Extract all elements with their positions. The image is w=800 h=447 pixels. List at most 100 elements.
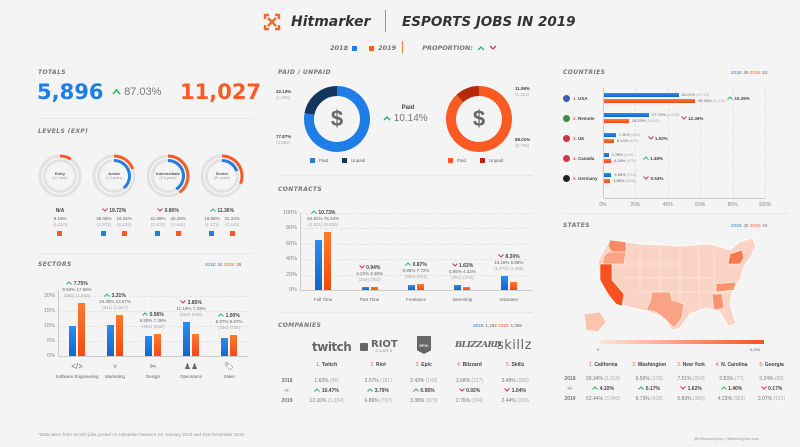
grid-line	[300, 274, 532, 276]
level-range: (0-1 year)	[52, 176, 68, 180]
down-arrow-icon	[458, 388, 465, 392]
bar-counts: (249) (362)	[358, 276, 381, 282]
grid-line	[667, 88, 669, 198]
scale-min: 0	[597, 347, 600, 352]
bar-counts: (611) (1,507)	[102, 304, 128, 310]
up-arrow-icon	[477, 46, 485, 51]
up-arrow-icon	[311, 210, 317, 214]
y-tick-label: 0%	[289, 287, 297, 293]
y-tick-label: 100%	[282, 210, 297, 216]
value-2019: 63.44% (3,943)	[586, 396, 621, 402]
x-tick-label: 40%	[662, 202, 673, 208]
y-tick-label: 10%	[43, 323, 55, 329]
state-north-carolina	[715, 281, 737, 293]
country-bar-value: 56.36% (6,215)	[698, 98, 726, 103]
x-axis	[603, 198, 765, 199]
value-change: 1.40%	[710, 384, 753, 394]
grid-line	[300, 243, 532, 245]
ring-arc-2019	[221, 154, 244, 185]
state-texas	[645, 291, 685, 329]
count-2019: 1,386	[510, 323, 522, 328]
paid-change-value: 10.14%	[393, 113, 428, 124]
paid-legend-2019: Paid Unpaid	[448, 158, 503, 163]
up-arrow-icon	[367, 388, 374, 392]
unpaid-2018-count: (1,305)	[276, 95, 291, 100]
company-name: 1. Twitch	[316, 362, 338, 368]
bar-annotation: 1.63% 5.95% 4.32% (351) (476)	[440, 263, 484, 281]
country-change: 10.35%	[727, 96, 750, 101]
page-title: ESPORTS JOBS IN 2019	[402, 14, 576, 30]
bar-values: 11.18% 7.33%	[176, 306, 206, 312]
down-arrow-icon	[760, 386, 767, 390]
country-bar-value: 7.16% (422)	[618, 132, 641, 137]
states-table: 1. California 2. Washington 3. New York …	[560, 360, 790, 404]
unpaid-swatch	[480, 158, 486, 163]
y-tick-label: 80%	[285, 225, 297, 232]
paid-2018-pct: 77.87%	[276, 134, 292, 139]
level-2019-value: 9.16% (1,010)	[53, 216, 67, 236]
remote-flag-icon	[563, 115, 570, 122]
donut-paid-arc	[446, 86, 512, 152]
down-arrow-icon	[643, 176, 650, 180]
bar-counts: (404) (851)	[404, 274, 428, 280]
bar-values: 6.80% 7.36%	[139, 317, 167, 323]
donut-unpaid-arc	[456, 86, 480, 103]
state-names-row: 1. California 2. Washington 3. New York …	[560, 360, 790, 370]
value-2019: 6.73% (418)	[635, 396, 663, 402]
up-arrow-icon	[112, 88, 121, 95]
country-bar-value: 3.85% (425)	[613, 178, 636, 183]
country-bar-2019	[604, 119, 629, 123]
riot-logo: RIOT GAMES	[360, 340, 398, 354]
footer-note: *Data taken from 16,923 jobs posted on H…	[38, 432, 246, 437]
country-change: 12.45%	[681, 116, 703, 121]
bar-values: 4.22% 3.28%	[356, 270, 383, 276]
value-2019: 2.44% (269)	[501, 398, 529, 404]
ring-arc-2019	[167, 154, 190, 194]
level-ring-senior	[200, 154, 244, 198]
level-2018-value: 19.86% (1,171)	[204, 216, 220, 236]
count-2019-label: 2019:	[749, 223, 762, 228]
bar-change: 8.30%	[487, 254, 531, 260]
down-arrow-icon	[680, 386, 687, 390]
total-change-value: 87.03%	[124, 86, 162, 98]
count-2019-label: 2019:	[223, 262, 236, 267]
state-new-york	[727, 249, 745, 265]
row-label: +/-	[284, 388, 290, 394]
level-change: 19.72%	[92, 208, 136, 214]
bar-2018	[500, 276, 508, 290]
state-washington	[607, 239, 627, 253]
down-arrow-icon	[647, 136, 654, 140]
level-values: 19.86% (1,171) 31.22% (3,443)	[198, 216, 246, 236]
sector-icon: 🏷	[223, 362, 235, 371]
country-bar-value: 4.26% (470)	[613, 158, 636, 163]
down-arrow-icon	[157, 208, 164, 212]
paid-2019-pct: 88.01%	[515, 137, 531, 142]
value-2018: 1.63% (96)	[314, 378, 339, 384]
row-label: +/-	[567, 386, 573, 392]
bar-annotation: 0.87% 6.85% 7.72% (404) (851)	[394, 262, 438, 280]
value-2018: 3.24% (88)	[759, 376, 784, 382]
country-bar-value: 4.58% (218)	[614, 172, 637, 177]
level-2018-value: 39.06% (2,303)	[96, 216, 112, 236]
value-2019: 3.07% (191)	[757, 396, 786, 402]
ring-track	[43, 159, 77, 193]
count-2019-label: 2019:	[749, 70, 762, 75]
country-bar-2018	[604, 93, 679, 97]
count-2018: 1,184	[485, 323, 497, 328]
donut-paid-arc	[304, 86, 370, 152]
bar-2019	[154, 333, 161, 356]
count-2018-label: 2018:	[205, 262, 217, 267]
down-arrow-icon	[489, 45, 497, 50]
value-2019: 12.10% (1,334)	[309, 398, 344, 404]
down-arrow-icon	[504, 388, 511, 392]
bar-counts: (3,821) (8,330)	[308, 221, 339, 227]
legend-paid: Paid	[319, 158, 329, 163]
level-name: Entry	[54, 171, 66, 176]
level-ring-label: Senior (5+ years)	[202, 171, 242, 180]
unpaid-2019-label: 11.99% (1,322)	[515, 86, 530, 98]
year-legend: 2018 2019 PROPORTION:	[330, 44, 497, 52]
state-borders	[624, 244, 730, 313]
row-label: 2018	[281, 378, 293, 384]
category-label: Volunteer	[499, 297, 519, 302]
states-counts: 2018: 42 2019: 44	[731, 223, 767, 228]
